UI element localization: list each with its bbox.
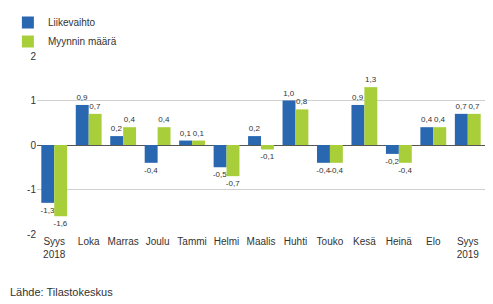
svg-text:-0,2: -0,2 xyxy=(385,157,399,166)
svg-text:2: 2 xyxy=(30,51,36,62)
svg-text:-0,4: -0,4 xyxy=(316,166,330,175)
svg-text:0,2: 0,2 xyxy=(111,124,123,133)
svg-text:-1,3: -1,3 xyxy=(41,206,55,215)
svg-text:Helmi: Helmi xyxy=(214,236,240,247)
svg-text:0,8: 0,8 xyxy=(296,97,308,106)
svg-text:Elo: Elo xyxy=(426,236,441,247)
svg-text:1,0: 1,0 xyxy=(283,89,295,98)
svg-text:0,7: 0,7 xyxy=(468,102,480,111)
svg-text:1,3: 1,3 xyxy=(365,75,377,84)
svg-text:0: 0 xyxy=(30,140,36,151)
svg-text:Marras: Marras xyxy=(108,236,139,247)
svg-text:Lähde: Tilastokeskus: Lähde: Tilastokeskus xyxy=(10,286,113,298)
svg-text:-0,4: -0,4 xyxy=(329,166,343,175)
svg-text:0,7: 0,7 xyxy=(455,102,467,111)
svg-text:Loka: Loka xyxy=(78,236,100,247)
svg-text:Syys2019: Syys2019 xyxy=(457,236,480,260)
svg-text:Touko: Touko xyxy=(317,236,344,247)
svg-text:0,4: 0,4 xyxy=(124,115,136,124)
svg-text:Tammi: Tammi xyxy=(177,236,206,247)
svg-text:Heinä: Heinä xyxy=(386,236,413,247)
svg-text:Joulu: Joulu xyxy=(146,236,170,247)
svg-text:-2: -2 xyxy=(27,229,36,240)
svg-text:-0,5: -0,5 xyxy=(213,170,227,179)
svg-text:Huhti: Huhti xyxy=(284,236,307,247)
svg-text:0,4: 0,4 xyxy=(421,115,433,124)
svg-text:0,4: 0,4 xyxy=(158,115,170,124)
svg-text:Maalis: Maalis xyxy=(247,236,276,247)
svg-text:-0,4: -0,4 xyxy=(398,166,412,175)
svg-text:0,1: 0,1 xyxy=(180,129,192,138)
svg-text:0,1: 0,1 xyxy=(193,129,205,138)
svg-text:-1,6: -1,6 xyxy=(54,219,68,228)
svg-text:1: 1 xyxy=(30,95,36,106)
svg-text:Kesä: Kesä xyxy=(353,236,376,247)
svg-text:0,4: 0,4 xyxy=(434,115,446,124)
svg-text:-0,4: -0,4 xyxy=(144,166,158,175)
svg-text:0,7: 0,7 xyxy=(89,102,101,111)
svg-text:0,9: 0,9 xyxy=(352,93,364,102)
svg-text:Liikevaihto: Liikevaihto xyxy=(48,17,96,28)
svg-text:0,9: 0,9 xyxy=(76,93,88,102)
svg-text:-1: -1 xyxy=(27,184,36,195)
svg-text:Myynnin määrä: Myynnin määrä xyxy=(48,36,117,47)
svg-text:0,2: 0,2 xyxy=(249,124,261,133)
svg-text:Syys2018: Syys2018 xyxy=(43,236,66,260)
svg-text:-0,7: -0,7 xyxy=(226,179,240,188)
svg-text:-0,1: -0,1 xyxy=(260,152,274,161)
